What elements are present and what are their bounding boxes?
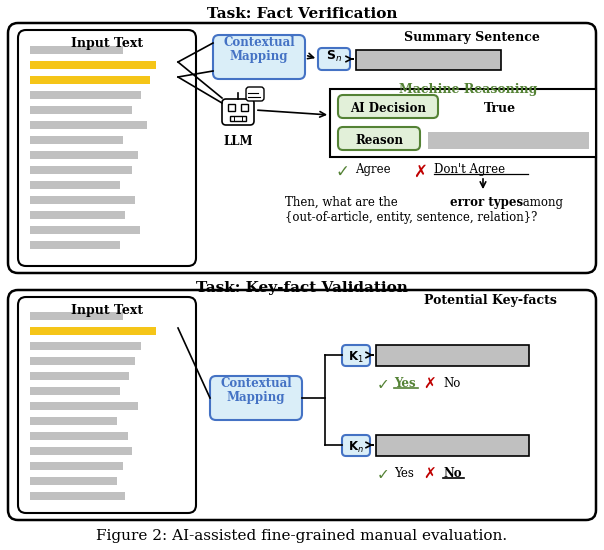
Bar: [376, 345, 529, 366]
Text: Figure 2: AI-assisted fine-grained manual evaluation.: Figure 2: AI-assisted fine-grained manua…: [97, 529, 507, 543]
Text: ✗: ✗: [423, 377, 436, 392]
FancyBboxPatch shape: [18, 30, 196, 266]
Bar: [30, 91, 141, 99]
Bar: [30, 357, 135, 365]
Text: Mapping: Mapping: [230, 50, 288, 63]
Bar: [30, 492, 124, 500]
Text: True: True: [484, 102, 516, 115]
Bar: [30, 417, 117, 425]
Bar: [30, 211, 124, 219]
Text: ✗: ✗: [413, 163, 427, 181]
FancyBboxPatch shape: [8, 290, 596, 520]
Bar: [356, 50, 501, 70]
Text: Then, what are the: Then, what are the: [285, 196, 402, 209]
Bar: [30, 181, 120, 189]
Text: Potential Key-facts: Potential Key-facts: [423, 294, 556, 307]
Text: Contextual: Contextual: [220, 377, 292, 390]
Bar: [376, 435, 529, 456]
Text: ✓: ✓: [377, 467, 390, 482]
Text: LLM: LLM: [223, 135, 252, 148]
Bar: [30, 241, 120, 249]
Text: ✓: ✓: [377, 377, 390, 392]
Text: Agree: Agree: [355, 163, 391, 176]
Text: AI Decision: AI Decision: [350, 102, 426, 115]
Text: Don't Agree: Don't Agree: [434, 163, 505, 176]
Text: No: No: [443, 467, 461, 480]
Bar: [30, 447, 132, 455]
FancyBboxPatch shape: [210, 376, 302, 420]
Bar: [30, 196, 135, 204]
Text: $\mathbf{K}_1$: $\mathbf{K}_1$: [348, 350, 364, 365]
Text: ✗: ✗: [423, 467, 436, 482]
Text: Yes: Yes: [394, 377, 416, 390]
FancyBboxPatch shape: [18, 297, 196, 513]
FancyBboxPatch shape: [246, 87, 264, 101]
Bar: [230, 116, 246, 121]
Bar: [30, 372, 129, 380]
Bar: [30, 402, 138, 410]
FancyBboxPatch shape: [338, 95, 438, 118]
Text: {out-of-article, entity, sentence, relation}?: {out-of-article, entity, sentence, relat…: [285, 211, 538, 224]
Bar: [30, 166, 132, 174]
Bar: [228, 104, 235, 111]
FancyBboxPatch shape: [8, 23, 596, 273]
Bar: [30, 477, 117, 485]
Text: among: among: [519, 196, 563, 209]
Bar: [30, 151, 138, 159]
Text: error types: error types: [450, 196, 523, 209]
FancyBboxPatch shape: [342, 435, 370, 456]
Bar: [30, 327, 156, 335]
Bar: [30, 106, 132, 114]
Text: Input Text: Input Text: [71, 304, 143, 317]
Text: Machine Reasoning: Machine Reasoning: [399, 83, 537, 96]
FancyBboxPatch shape: [222, 99, 254, 125]
Bar: [30, 61, 156, 69]
Bar: [30, 226, 140, 234]
Text: $\mathbf{S}_n$: $\mathbf{S}_n$: [326, 49, 342, 64]
Text: Contextual: Contextual: [223, 36, 295, 49]
Text: Mapping: Mapping: [226, 391, 285, 404]
Text: Summary Sentence: Summary Sentence: [404, 31, 540, 44]
Bar: [330, 89, 596, 157]
FancyBboxPatch shape: [342, 345, 370, 366]
Bar: [30, 462, 123, 470]
Bar: [241, 104, 248, 111]
Bar: [30, 136, 123, 144]
Text: Task: Fact Verification: Task: Fact Verification: [207, 7, 397, 21]
Bar: [30, 387, 120, 395]
FancyBboxPatch shape: [213, 35, 305, 79]
Text: No: No: [443, 377, 460, 390]
Bar: [30, 312, 123, 320]
Bar: [30, 76, 150, 84]
Text: $\mathbf{K}_n$: $\mathbf{K}_n$: [348, 440, 364, 455]
Text: Yes: Yes: [394, 467, 414, 480]
Bar: [30, 46, 123, 54]
Text: Task: Key-fact Validation: Task: Key-fact Validation: [196, 281, 408, 295]
Bar: [30, 432, 127, 440]
Text: ✓: ✓: [335, 163, 349, 181]
Bar: [428, 132, 589, 149]
Bar: [30, 121, 147, 129]
Bar: [30, 342, 141, 350]
FancyBboxPatch shape: [338, 127, 420, 150]
Text: Input Text: Input Text: [71, 37, 143, 50]
FancyBboxPatch shape: [318, 48, 350, 70]
Text: Reason: Reason: [355, 134, 403, 147]
